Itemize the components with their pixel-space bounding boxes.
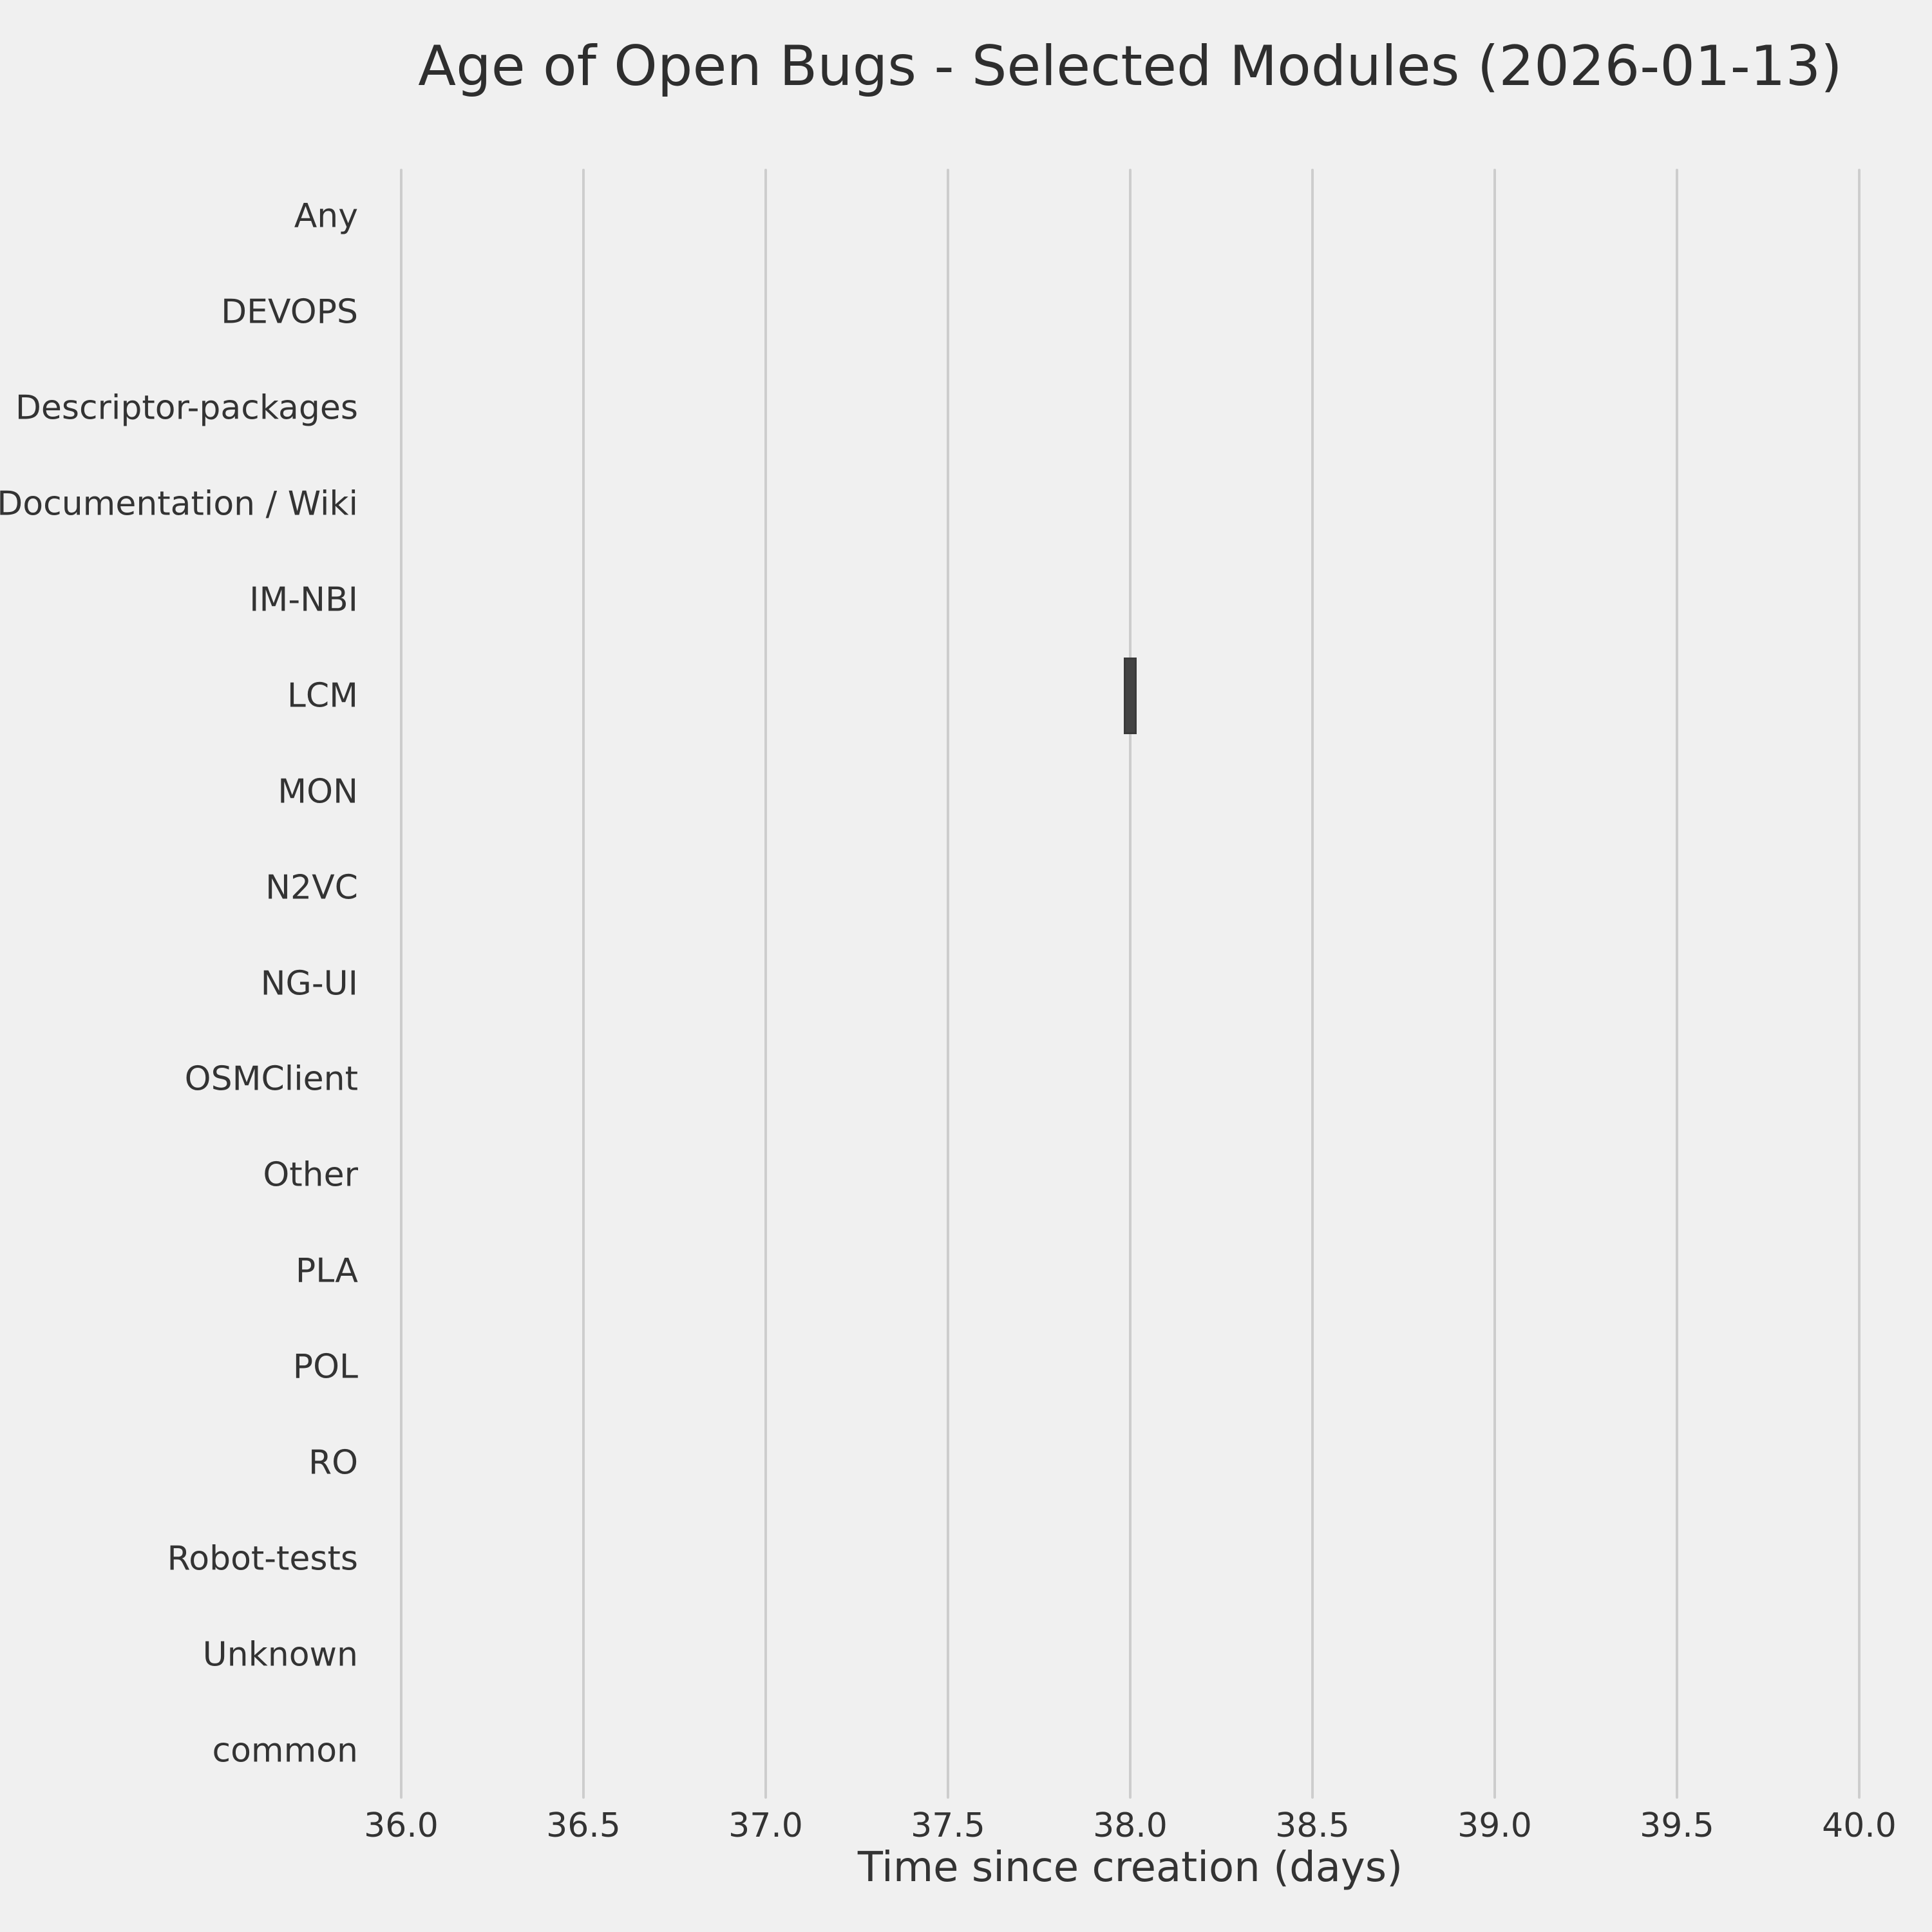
x-tick-label: 37.0 [728, 1806, 803, 1845]
x-tick-label: 38.5 [1275, 1806, 1350, 1845]
chart-title: Age of Open Bugs - Selected Modules (202… [418, 34, 1842, 99]
y-axis-label: Documentation / Wiki [0, 484, 358, 524]
gridline [947, 169, 949, 1799]
y-axis-label: Descriptor-packages [15, 388, 358, 428]
y-axis-label: Any [294, 196, 358, 236]
y-axis-label: LCM [287, 676, 358, 715]
y-axis-label: NG-UI [260, 963, 358, 1003]
gridline [1311, 169, 1314, 1799]
x-tick-label: 39.0 [1457, 1806, 1532, 1845]
plot-area [400, 169, 1861, 1799]
y-axis: Any DEVOPS Descriptor-packages Documentatio… [0, 169, 358, 1799]
y-axis-label: Robot-tests [167, 1539, 358, 1578]
y-axis-label: POL [292, 1347, 358, 1387]
gridline [400, 169, 402, 1799]
x-tick-label: 36.0 [364, 1806, 439, 1845]
y-axis-label: RO [308, 1443, 358, 1482]
y-axis-label: OSMClient [184, 1059, 358, 1099]
y-axis-label: Other [263, 1155, 358, 1195]
gridline [582, 169, 585, 1799]
gridline [764, 169, 767, 1799]
y-axis-label: common [212, 1730, 358, 1770]
x-axis-label: Time since creation (days) [857, 1844, 1403, 1891]
gridline [1858, 169, 1861, 1799]
gridline [1129, 169, 1132, 1799]
y-axis-label: DEVOPS [221, 292, 358, 332]
x-tick-label: 39.5 [1640, 1806, 1714, 1845]
x-axis: 36.0 36.5 37.0 37.5 38.0 38.5 39.0 39.5 40.0 [364, 1806, 1897, 1853]
x-tick-label: 38.0 [1093, 1806, 1168, 1845]
y-axis-label: IM-NBI [249, 580, 358, 620]
box-mark [1124, 658, 1137, 735]
x-tick-label: 37.5 [911, 1806, 985, 1845]
y-axis-label: MON [278, 772, 358, 811]
y-axis-label: Unknown [202, 1635, 358, 1674]
gridline [1676, 169, 1678, 1799]
gridline [1493, 169, 1496, 1799]
y-axis-label: PLA [295, 1251, 358, 1291]
x-tick-label: 36.5 [546, 1806, 621, 1845]
x-tick-label: 40.0 [1822, 1806, 1897, 1845]
y-axis-label: N2VC [265, 868, 358, 907]
